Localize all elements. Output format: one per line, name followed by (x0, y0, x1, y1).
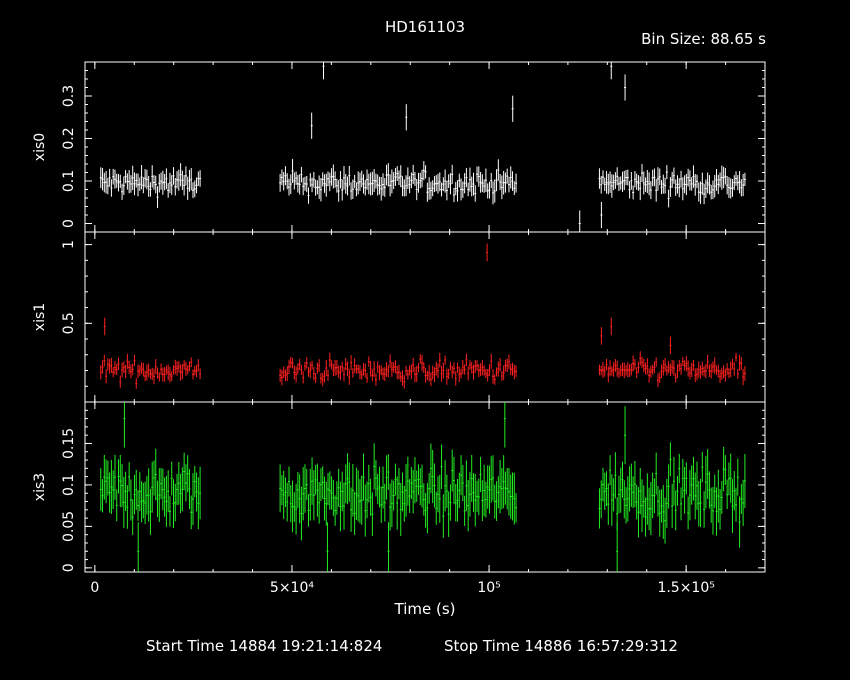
panel-frame-xis3 (84, 401, 766, 573)
y-tick-label-xis0: 0.2 (61, 127, 77, 149)
y-tick-label-xis3: 0.05 (61, 511, 77, 542)
start-time-label: Start Time 14884 19:21:14:824 (146, 637, 383, 655)
bin-size-label: Bin Size: 88.65 s (641, 30, 766, 48)
stop-time-label: Stop Time 14886 16:57:29:312 (444, 637, 678, 655)
panel-frame-xis1 (84, 231, 766, 403)
y-axis-label-xis3: xis3 (32, 473, 48, 501)
y-tick-label-xis0: 0 (61, 219, 77, 228)
x-tick-label: 0 (90, 580, 99, 596)
y-axis-label-xis0: xis0 (32, 133, 48, 161)
x-tick-label: 5×10⁴ (270, 580, 314, 596)
y-tick-label-xis1: 1 (61, 240, 77, 249)
x-tick-label: 10⁵ (477, 580, 500, 596)
y-axis-label-xis1: xis1 (32, 303, 48, 331)
y-tick-label-xis3: 0 (61, 563, 77, 572)
y-tick-label-xis3: 0.1 (61, 474, 77, 496)
x-tick-label: 1.5×10⁵ (657, 580, 714, 596)
y-tick-label-xis0: 0.1 (61, 170, 77, 192)
y-tick-label-xis3: 0.15 (61, 428, 77, 459)
y-tick-label-xis1: 0.5 (61, 312, 77, 334)
panel-frame-xis0 (84, 61, 766, 233)
chart-title: HD161103 (384, 18, 466, 36)
y-tick-label-xis0: 0.3 (61, 85, 77, 107)
x-axis-label: Time (s) (394, 600, 456, 618)
